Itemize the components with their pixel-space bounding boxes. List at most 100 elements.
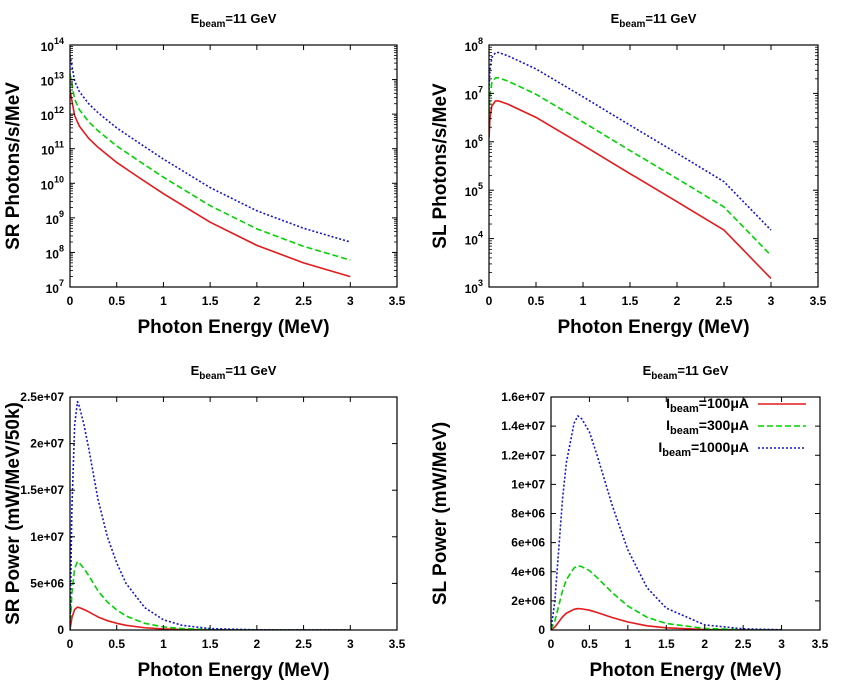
series-1000ua [70, 55, 351, 243]
chart-title: Ebeam=11 GeV [191, 11, 277, 30]
legend-value: =300μA [699, 417, 749, 433]
title-sub: beam [651, 371, 677, 382]
legend-prefix: I [666, 417, 670, 433]
y-tick-base: 10 [46, 213, 60, 227]
y-tick-exp: 4 [478, 230, 483, 240]
title-sub: beam [199, 371, 225, 382]
y-tick-label: 1013 [41, 71, 64, 89]
y-tick-exp: 6 [478, 133, 483, 143]
y-tick-base: 10 [46, 247, 60, 261]
y-tick-exp: 3 [478, 278, 483, 288]
series-1000ua [489, 51, 772, 231]
y-tick-label: 2e+06 [511, 594, 545, 608]
y-tick-exp: 12 [54, 105, 64, 115]
y-tick-label: 107 [465, 84, 483, 102]
chart-title: Ebeam=11 GeV [643, 363, 729, 382]
x-tick-label: 2.5 [295, 294, 312, 308]
title-rest: =11 GeV [677, 363, 728, 378]
legend-sub: beam [670, 425, 699, 437]
x-tick-label: 3.5 [389, 294, 406, 308]
legend-entry: Ibeam=100μA [666, 395, 806, 415]
x-axis-label: Photon Energy (MeV) [589, 660, 781, 681]
title-main: E [611, 11, 620, 26]
series-100ua [489, 100, 772, 280]
x-tick-label: 1.5 [622, 294, 639, 308]
y-tick-label: 8e+06 [511, 507, 545, 521]
x-tick-label: 3 [347, 637, 354, 651]
y-tick-label: 104 [465, 230, 483, 248]
plot-frame [69, 396, 398, 631]
x-tick-label: 2 [254, 294, 261, 308]
y-tick-label: 108 [46, 243, 64, 261]
title-sub: beam [619, 19, 645, 30]
y-tick-base: 10 [465, 234, 479, 248]
x-tick-label: 1 [625, 637, 632, 651]
legend-prefix: I [666, 395, 670, 411]
y-tick-exp: 7 [59, 278, 64, 288]
y-tick-label: 4e+06 [511, 565, 545, 579]
y-tick-base: 10 [465, 88, 479, 102]
y-tick-base: 10 [41, 40, 55, 54]
chart-sl-photons: 0 0.5 1 1.5 2 2.5 3 3.5103104105106107108Ebeam=… [430, 11, 827, 338]
y-tick-label: 1.4e+07 [501, 419, 545, 433]
title-main: E [191, 363, 200, 378]
x-tick-label: 1.5 [658, 637, 675, 651]
series-300ua [70, 560, 351, 630]
y-tick-exp: 8 [59, 243, 64, 253]
y-tick-label: 107 [46, 278, 64, 296]
series-100ua [70, 89, 351, 278]
y-tick-label: 108 [465, 36, 483, 54]
x-tick-label: 2.5 [295, 637, 312, 651]
chart-sr-photons: 0 0.5 1 1.5 2 2.5 3 3.5107108109101010111012101… [3, 11, 406, 338]
y-tick-label: 0 [57, 623, 64, 637]
y-tick-label: 1.6e+07 [501, 390, 545, 404]
y-tick-exp: 11 [54, 140, 64, 150]
plot-frame [69, 44, 398, 288]
series-1000ua [70, 400, 351, 630]
title-rest: =11 GeV [225, 363, 276, 378]
x-tick-label: 3.5 [812, 637, 829, 651]
x-tick-label: 2.5 [716, 294, 733, 308]
plot-frame [488, 44, 819, 288]
y-tick-label: 109 [46, 209, 64, 227]
y-tick-base: 10 [465, 282, 479, 296]
legend-value: =1000μA [691, 439, 749, 455]
x-tick-label: 2 [674, 294, 681, 308]
y-tick-exp: 8 [478, 36, 483, 46]
x-axis-label: Photon Energy (MeV) [137, 317, 329, 338]
y-tick-base: 10 [41, 109, 55, 123]
x-tick-label: 1 [580, 294, 587, 308]
legend-label: Ibeam=300μA [666, 417, 749, 437]
y-tick-label: 1e+07 [511, 477, 545, 491]
x-tick-label: 0 [486, 294, 493, 308]
y-tick-base: 10 [465, 185, 479, 199]
series-300ua [70, 73, 351, 261]
y-tick-label: 1010 [41, 174, 64, 192]
x-axis-label: Photon Energy (MeV) [137, 660, 329, 681]
y-tick-base: 10 [41, 75, 55, 89]
x-tick-label: 0.5 [108, 294, 125, 308]
series-300ua [551, 564, 782, 630]
legend-label: Ibeam=100μA [666, 395, 749, 415]
y-tick-base: 10 [46, 282, 60, 296]
y-tick-exp: 14 [54, 36, 64, 46]
title-main: E [643, 363, 652, 378]
y-tick-label: 0 [538, 623, 545, 637]
x-tick-label: 3 [778, 637, 785, 651]
legend-label: Ibeam=1000μA [658, 439, 749, 459]
legend-prefix: I [658, 439, 662, 455]
y-tick-exp: 7 [478, 84, 483, 94]
x-axis-label: Photon Energy (MeV) [557, 317, 749, 338]
x-tick-label: 3 [347, 294, 354, 308]
x-tick-label: 3.5 [810, 294, 827, 308]
x-tick-label: 0 [67, 637, 74, 651]
y-axis-label: SR Power (mW/MeV/50k) [3, 402, 24, 625]
x-tick-label: 1.5 [202, 294, 219, 308]
y-tick-label: 1e+07 [30, 530, 64, 544]
title-main: E [191, 11, 200, 26]
y-axis-label: SL Photons/s/MeV [430, 83, 451, 249]
x-tick-label: 0 [67, 294, 74, 308]
y-tick-base: 10 [465, 40, 479, 54]
